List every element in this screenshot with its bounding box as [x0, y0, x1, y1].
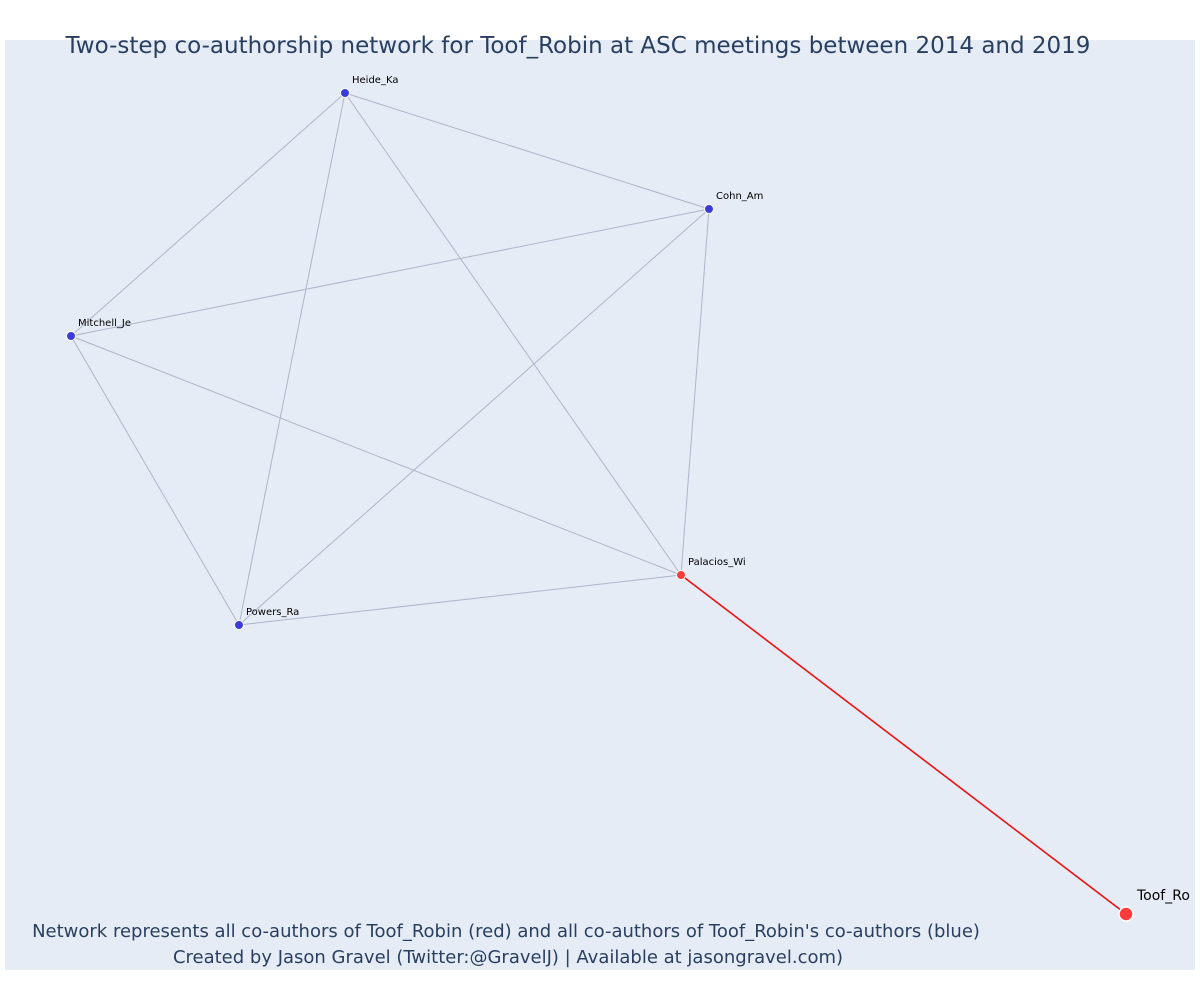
node-label-powers: Powers_Ra: [246, 607, 299, 618]
labels-layer: Heide_Ka Cohn_Am Mitchell_Je Palacios_Wi Pow…: [78, 75, 1190, 904]
edge-palacios-powers: [238, 574, 682, 626]
node-label-palacios: Palacios_Wi: [688, 557, 746, 568]
node-cohn[interactable]: [704, 204, 714, 214]
node-heide[interactable]: [340, 88, 350, 98]
edge-heide-cohn: [344, 92, 710, 210]
node-label-heide: Heide_Ka: [352, 75, 398, 86]
node-mitchell[interactable]: [66, 331, 76, 341]
edge-mitchell-palacios: [70, 335, 682, 576]
edge-cohn-powers: [238, 208, 710, 626]
node-toof[interactable]: [1118, 906, 1134, 922]
edge-heide-mitchell: [70, 92, 346, 337]
caption-line-1: Network represents all co-authors of Too…: [32, 921, 980, 942]
node-label-mitchell: Mitchell_Je: [78, 318, 131, 329]
node-label-toof: Toof_Ro: [1136, 888, 1190, 904]
node-powers[interactable]: [234, 620, 244, 630]
edge-palacios-toof: [680, 574, 1127, 915]
nodes-layer: [66, 88, 1134, 922]
node-label-cohn: Cohn_Am: [716, 191, 763, 202]
edges-layer: [70, 92, 1127, 915]
edge-mitchell-powers: [70, 335, 240, 626]
caption-line-2: Created by Jason Gravel (Twitter:@Gravel…: [173, 947, 843, 968]
edge-heide-powers: [238, 92, 346, 626]
edge-cohn-mitchell: [70, 208, 710, 337]
edge-cohn-palacios: [680, 208, 710, 576]
node-palacios[interactable]: [676, 570, 686, 580]
edge-heide-palacios: [344, 92, 682, 576]
chart-title: Two-step co-authorship network for Toof_…: [65, 33, 1091, 59]
